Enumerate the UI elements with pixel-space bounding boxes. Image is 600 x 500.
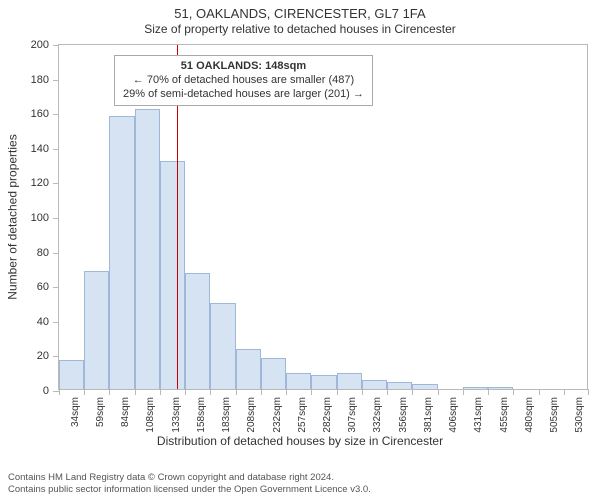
- y-tick-label: 100: [31, 212, 49, 224]
- y-tick: [53, 322, 59, 323]
- histogram-bar: [109, 116, 134, 389]
- y-ticks: 020406080100120140160180200: [53, 45, 59, 389]
- y-tick-label: 140: [31, 143, 49, 155]
- y-tick-label: 40: [37, 316, 49, 328]
- histogram-bar: [84, 271, 109, 389]
- x-tick: [387, 389, 388, 395]
- x-tick: [362, 389, 363, 395]
- x-tick-label: 307sqm: [347, 397, 358, 433]
- histogram-bar: [59, 360, 84, 389]
- address-title: 51, OAKLANDS, CIRENCESTER, GL7 1FA: [0, 6, 600, 22]
- x-tick-label: 133sqm: [171, 397, 182, 433]
- histogram-bar: [387, 382, 412, 389]
- x-tick: [311, 389, 312, 395]
- y-tick-label: 180: [31, 74, 49, 86]
- annotation-line-2: ← 70% of detached houses are smaller (48…: [123, 74, 364, 88]
- x-tick-label: 455sqm: [499, 397, 510, 433]
- histogram-bar: [311, 375, 336, 389]
- y-axis-label: Number of detached properties: [6, 44, 20, 390]
- titles: 51, OAKLANDS, CIRENCESTER, GL7 1FA Size …: [0, 0, 600, 36]
- y-tick: [53, 287, 59, 288]
- x-tick: [588, 389, 589, 395]
- y-tick-label: 60: [37, 281, 49, 293]
- y-tick-label: 160: [31, 108, 49, 120]
- x-tick: [286, 389, 287, 395]
- histogram-bar: [135, 109, 160, 389]
- x-tick-label: 208sqm: [246, 397, 257, 433]
- x-tick: [236, 389, 237, 395]
- x-axis-label: Distribution of detached houses by size …: [0, 434, 600, 448]
- x-tick: [539, 389, 540, 395]
- x-tick-label: 505sqm: [549, 397, 560, 433]
- histogram-bar: [185, 273, 210, 389]
- x-tick-label: 480sqm: [524, 397, 535, 433]
- annotation-line-3: 29% of semi-detached houses are larger (…: [123, 88, 364, 102]
- x-tick-label: 158sqm: [196, 397, 207, 433]
- attribution-footer: Contains HM Land Registry data © Crown c…: [8, 472, 371, 496]
- subtitle: Size of property relative to detached ho…: [0, 22, 600, 36]
- x-tick-label: 530sqm: [574, 397, 585, 433]
- plot-area: 51 OAKLANDS: 148sqm ← 70% of detached ho…: [58, 44, 588, 390]
- x-tick: [488, 389, 489, 395]
- x-tick-label: 34sqm: [70, 397, 81, 427]
- histogram-bar: [236, 349, 261, 389]
- annotation-box: 51 OAKLANDS: 148sqm ← 70% of detached ho…: [114, 55, 373, 106]
- x-tick-label: 108sqm: [145, 397, 156, 433]
- y-tick: [53, 253, 59, 254]
- histogram-bar: [362, 380, 387, 389]
- x-tick: [463, 389, 464, 395]
- x-tick-label: 381sqm: [423, 397, 434, 433]
- y-tick-label: 200: [31, 39, 49, 51]
- x-tick: [513, 389, 514, 395]
- x-tick-label: 332sqm: [372, 397, 383, 433]
- y-tick: [53, 356, 59, 357]
- y-tick: [53, 183, 59, 184]
- histogram-bar: [286, 373, 311, 389]
- histogram-bar: [210, 303, 235, 390]
- x-tick: [59, 389, 60, 395]
- y-tick: [53, 218, 59, 219]
- x-ticks: 34sqm59sqm84sqm108sqm133sqm158sqm183sqm2…: [59, 389, 587, 395]
- y-tick-label: 20: [37, 350, 49, 362]
- x-tick: [438, 389, 439, 395]
- x-tick: [185, 389, 186, 395]
- y-tick: [53, 45, 59, 46]
- footer-line-1: Contains HM Land Registry data © Crown c…: [8, 472, 371, 484]
- x-tick-label: 183sqm: [221, 397, 232, 433]
- x-tick: [135, 389, 136, 395]
- x-tick: [337, 389, 338, 395]
- chart-container: 51, OAKLANDS, CIRENCESTER, GL7 1FA Size …: [0, 0, 600, 500]
- x-tick-label: 406sqm: [448, 397, 459, 433]
- x-tick-label: 356sqm: [398, 397, 409, 433]
- annotation-line-1: 51 OAKLANDS: 148sqm: [123, 60, 364, 74]
- x-tick: [160, 389, 161, 395]
- x-tick-label: 232sqm: [272, 397, 283, 433]
- x-tick: [84, 389, 85, 395]
- histogram-bar: [261, 358, 286, 389]
- x-tick-label: 282sqm: [322, 397, 333, 433]
- x-tick-label: 59sqm: [95, 397, 106, 427]
- y-tick: [53, 114, 59, 115]
- histogram-bar: [160, 161, 185, 389]
- y-tick-label: 0: [43, 385, 49, 397]
- x-tick: [564, 389, 565, 395]
- y-axis-label-text: Number of detached properties: [6, 134, 20, 299]
- y-tick: [53, 80, 59, 81]
- x-tick: [109, 389, 110, 395]
- x-tick-label: 257sqm: [297, 397, 308, 433]
- y-tick-label: 120: [31, 177, 49, 189]
- y-tick: [53, 149, 59, 150]
- y-tick-label: 80: [37, 247, 49, 259]
- x-tick-label: 431sqm: [473, 397, 484, 433]
- histogram-bar: [337, 373, 362, 389]
- x-tick: [210, 389, 211, 395]
- x-tick: [412, 389, 413, 395]
- x-tick: [261, 389, 262, 395]
- x-tick-label: 84sqm: [120, 397, 131, 427]
- footer-line-2: Contains public sector information licen…: [8, 484, 371, 496]
